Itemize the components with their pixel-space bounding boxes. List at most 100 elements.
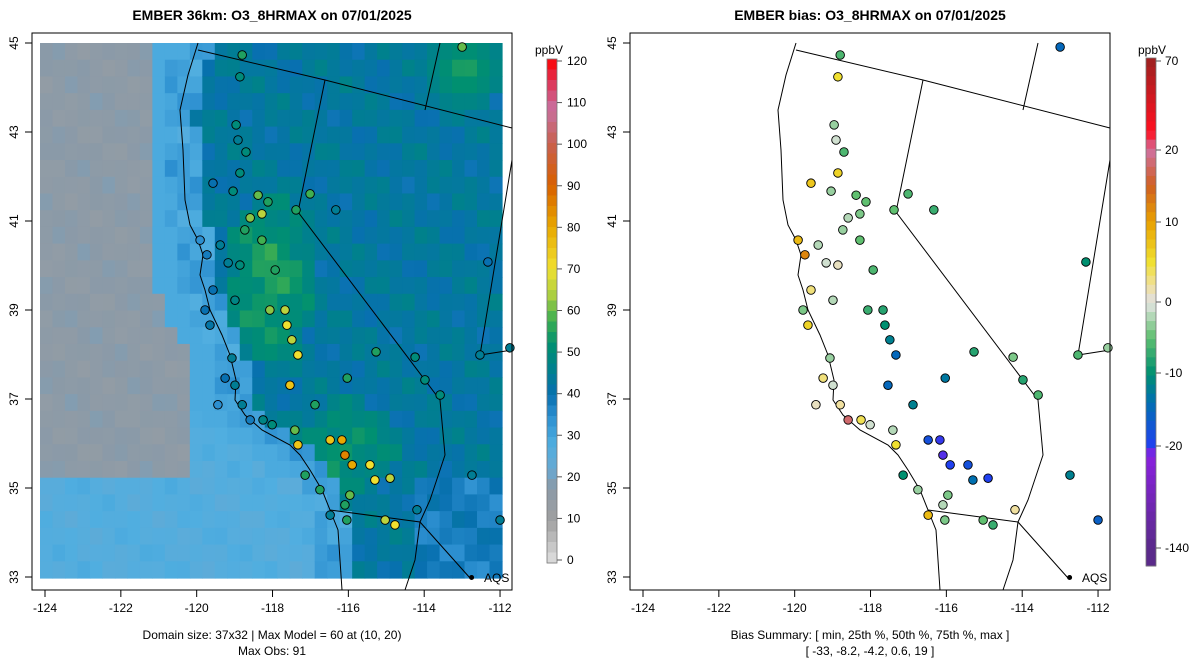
model-grid-cell (164, 494, 178, 512)
model-grid-cell (289, 460, 303, 479)
obs-station-point (208, 285, 218, 295)
model-grid-cell (164, 427, 178, 445)
model-grid-cell (89, 460, 104, 479)
model-grid-cell (327, 460, 341, 479)
y-tick-label: 43 (7, 125, 21, 139)
model-grid-cell (139, 43, 153, 61)
obs-station-point (257, 209, 267, 219)
y-tick-label: 45 (7, 36, 21, 50)
model-grid-cell (464, 444, 478, 462)
model-grid-cell (40, 210, 54, 228)
model-grid-cell (64, 360, 79, 378)
colorbar-swatch (1146, 357, 1156, 367)
model-grid-cell (89, 109, 104, 128)
model-grid-cell (52, 460, 66, 479)
model-grid-cell (277, 327, 291, 345)
model-grid-cell (289, 310, 303, 328)
model-grid-cell (77, 293, 91, 312)
model-grid-cell (389, 93, 403, 111)
model-grid-cell (102, 243, 116, 261)
model-grid-cell (314, 327, 328, 345)
colorbar-swatch (1146, 257, 1156, 268)
obs-station-point (220, 373, 230, 383)
model-grid-cell (414, 460, 428, 479)
model-grid-cell (414, 126, 428, 144)
colorbar-tick-label: 0 (1165, 295, 1172, 309)
model-grid-cell (352, 544, 366, 562)
y-tick-label: 37 (7, 392, 21, 406)
model-grid-cell (252, 477, 266, 496)
model-grid-cell (402, 394, 416, 412)
model-grid-cell (414, 109, 428, 128)
colorbar-swatch (547, 374, 557, 385)
model-grid-cell (377, 310, 391, 328)
model-grid-cell (227, 243, 241, 261)
model-grid-cell (52, 360, 66, 378)
model-grid-cell (277, 460, 291, 479)
model-grid-cell (277, 394, 291, 412)
model-grid-cell (377, 76, 391, 94)
model-grid-cell (327, 43, 341, 61)
obs-station-point (230, 295, 240, 305)
obs-station-point (240, 225, 250, 235)
colorbar-swatch (547, 437, 557, 448)
model-grid-cell (139, 210, 153, 228)
model-grid-cell (164, 160, 178, 178)
model-grid-cell (64, 59, 79, 78)
x-tick-label: -124 (33, 601, 57, 615)
colorbar-tick-label: 80 (567, 220, 581, 234)
colorbar-swatch (547, 416, 557, 427)
model-grid-cell (477, 544, 491, 562)
bias-station-point (898, 470, 908, 480)
model-grid-cell (214, 210, 228, 228)
model-grid-cell (152, 160, 166, 178)
colorbar-swatch (547, 353, 557, 364)
model-grid-cell (489, 527, 503, 546)
model-grid-cell (389, 193, 403, 211)
model-grid-cell (477, 527, 491, 546)
model-grid-cell (52, 327, 66, 345)
bias-station-point (821, 258, 831, 268)
model-grid-cell (364, 310, 378, 328)
obs-station-point (231, 120, 241, 130)
model-grid-cell (289, 477, 303, 496)
model-grid-cell (402, 427, 416, 445)
model-grid-cell (202, 360, 216, 378)
model-grid-cell (302, 260, 316, 278)
colorbar-swatch (1146, 76, 1156, 86)
model-grid-cell (152, 477, 166, 496)
model-grid-cell (314, 410, 328, 429)
model-grid-cell (289, 511, 303, 529)
bias-station-point (889, 205, 899, 215)
obs-station-point (202, 250, 212, 260)
model-grid-cell (239, 109, 253, 128)
model-grid-cell (352, 126, 366, 144)
model-grid-cell (239, 527, 253, 546)
model-grid-cell (389, 410, 403, 429)
model-grid-cell (452, 343, 466, 362)
bias-station-point (800, 250, 810, 260)
colorbar-frame (1145, 57, 1157, 567)
model-grid-cell (177, 143, 191, 161)
model-grid-cell (239, 126, 253, 144)
plot-frame (629, 32, 1111, 591)
model-grid-cell (489, 193, 503, 211)
model-grid-cell (314, 93, 328, 111)
model-grid-cell (189, 327, 203, 345)
model-grid-cell (302, 343, 316, 362)
model-grid-cell (302, 59, 316, 78)
model-grid-cell (52, 343, 66, 362)
model-grid-cell (164, 561, 178, 579)
model-grid-cell (89, 527, 104, 546)
model-grid-cell (289, 43, 303, 61)
model-grid-cell (52, 394, 66, 412)
model-grid-cell (139, 460, 153, 479)
model-grid-cell (64, 160, 79, 178)
colorbar-swatch (1146, 185, 1156, 195)
model-grid-cell (239, 377, 253, 395)
model-grid-cell (164, 277, 178, 295)
model-grid-cell (139, 243, 153, 261)
model-grid-cell (40, 511, 54, 529)
colorbar-swatch (547, 143, 557, 154)
model-grid-cell (164, 511, 178, 529)
